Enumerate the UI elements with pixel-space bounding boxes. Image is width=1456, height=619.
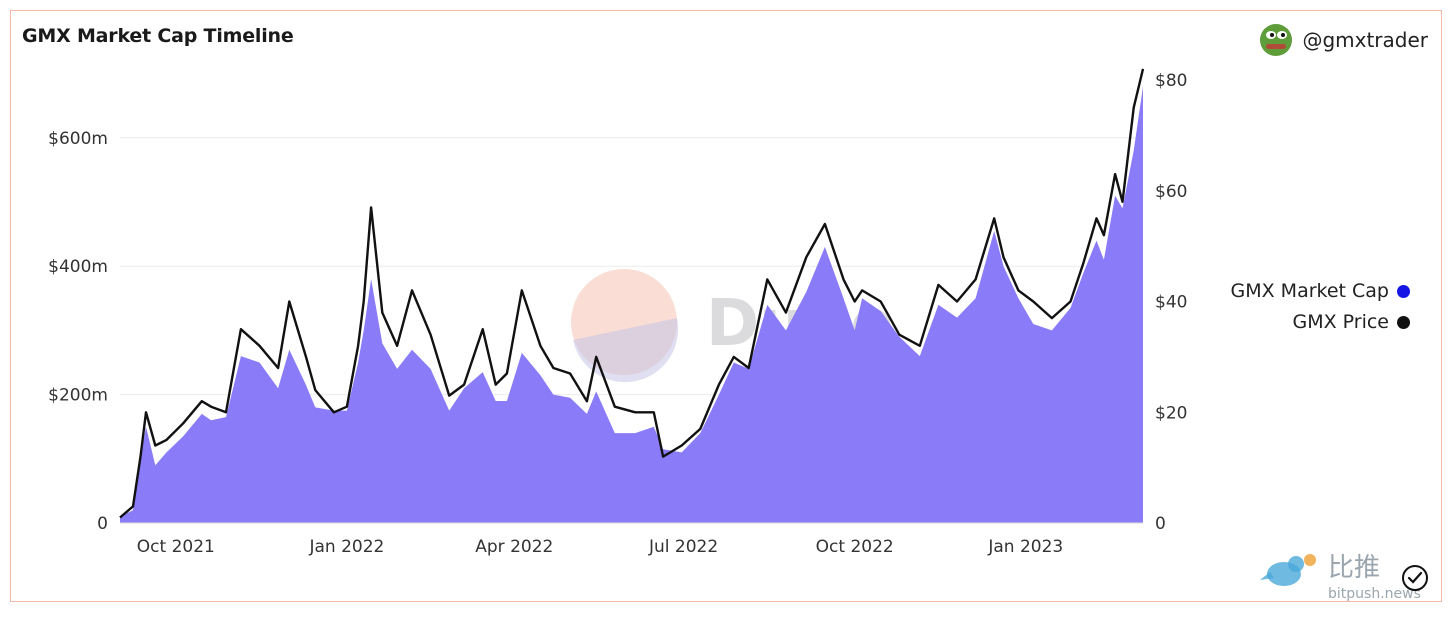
x-tick-label: Oct 2022 xyxy=(816,537,894,557)
author-handle: @gmxtrader xyxy=(1302,28,1428,52)
y-left-tick-label: $600m xyxy=(48,129,108,149)
y-left-tick-label: 0 xyxy=(97,514,108,534)
x-tick-label: Oct 2021 xyxy=(137,537,215,557)
author-badge[interactable]: @gmxtrader xyxy=(1260,24,1428,56)
y-right-tick-label: $80 xyxy=(1155,71,1187,91)
legend-label-market-cap: GMX Market Cap xyxy=(1230,280,1390,302)
legend-label-price: GMX Price xyxy=(1292,311,1389,333)
legend-dot-price xyxy=(1397,315,1410,329)
y-right-tick-label: $40 xyxy=(1155,293,1187,313)
legend-dot-market-cap xyxy=(1397,284,1410,298)
x-tick-label: Jan 2022 xyxy=(308,537,384,557)
bitpush-watermark: 比推 bitpush.news xyxy=(1260,553,1421,602)
dune-logo-icon xyxy=(571,269,677,375)
bitpush-cn-text: 比推 xyxy=(1328,553,1380,583)
bitpush-en-text: bitpush.news xyxy=(1328,586,1421,602)
legend: GMX Market Cap GMX Price xyxy=(1230,280,1410,342)
verified-check-icon xyxy=(1402,565,1428,591)
y-left-tick-label: $200m xyxy=(48,386,108,406)
legend-item-price[interactable]: GMX Price xyxy=(1231,311,1410,333)
avatar-icon xyxy=(1260,24,1293,56)
y-right-tick-label: 0 xyxy=(1155,514,1166,534)
price-line xyxy=(119,68,1145,519)
bird-icon xyxy=(1260,554,1316,586)
x-tick-label: Jan 2023 xyxy=(987,537,1063,557)
y-left-tick-label: $400m xyxy=(48,257,108,277)
x-tick-label: Apr 2022 xyxy=(475,537,553,557)
y-right-tick-label: $60 xyxy=(1155,182,1187,202)
legend-item-market-cap[interactable]: GMX Market Cap xyxy=(1230,280,1410,302)
market-cap-area xyxy=(120,86,1143,524)
chart-title: GMX Market Cap Timeline xyxy=(22,25,294,47)
x-tick-label: Jul 2022 xyxy=(648,537,718,557)
y-right-tick-label: $20 xyxy=(1155,403,1187,423)
